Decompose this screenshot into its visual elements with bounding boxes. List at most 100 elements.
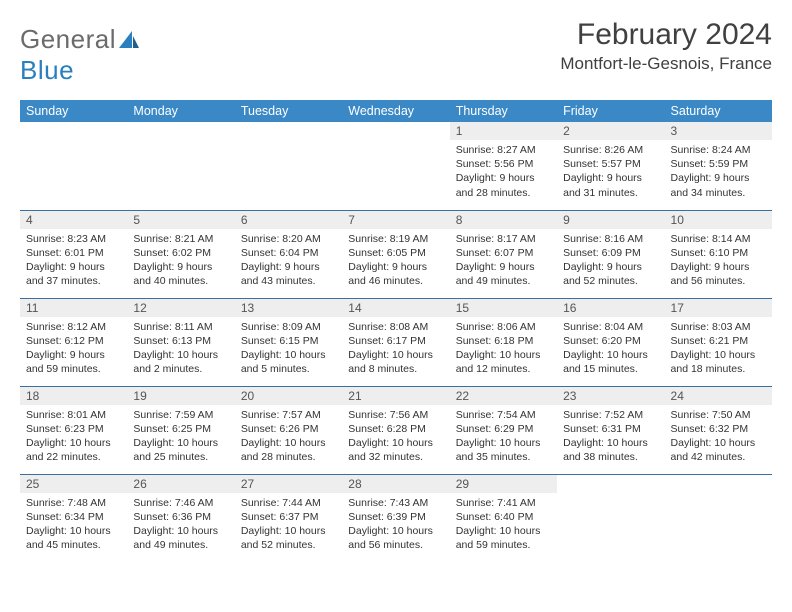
day-details: Sunrise: 7:48 AMSunset: 6:34 PMDaylight:… xyxy=(20,493,127,559)
brand-logo: GeneralBlue xyxy=(20,24,140,86)
day-details: Sunrise: 8:23 AMSunset: 6:01 PMDaylight:… xyxy=(20,229,127,295)
day-cell: 26Sunrise: 7:46 AMSunset: 6:36 PMDayligh… xyxy=(127,474,234,562)
day-number: 12 xyxy=(127,299,234,317)
day-number: 29 xyxy=(450,475,557,493)
day-number: 2 xyxy=(557,122,664,140)
week-row: 18Sunrise: 8:01 AMSunset: 6:23 PMDayligh… xyxy=(20,386,772,474)
day-cell: .. xyxy=(235,122,342,210)
brand-sail-icon xyxy=(118,30,140,50)
day-details: Sunrise: 8:06 AMSunset: 6:18 PMDaylight:… xyxy=(450,317,557,383)
calendar-table: SundayMondayTuesdayWednesdayThursdayFrid… xyxy=(20,100,772,562)
day-cell: 15Sunrise: 8:06 AMSunset: 6:18 PMDayligh… xyxy=(450,298,557,386)
calendar-body: ........ 1Sunrise: 8:27 AMSunset: 5:56 PM… xyxy=(20,122,772,562)
day-details: Sunrise: 8:03 AMSunset: 6:21 PMDaylight:… xyxy=(665,317,772,383)
day-cell: 5Sunrise: 8:21 AMSunset: 6:02 PMDaylight… xyxy=(127,210,234,298)
brand-text: GeneralBlue xyxy=(20,24,140,86)
day-cell: 27Sunrise: 7:44 AMSunset: 6:37 PMDayligh… xyxy=(235,474,342,562)
day-details: Sunrise: 7:54 AMSunset: 6:29 PMDaylight:… xyxy=(450,405,557,471)
dow-header: Monday xyxy=(127,100,234,122)
day-cell: 17Sunrise: 8:03 AMSunset: 6:21 PMDayligh… xyxy=(665,298,772,386)
week-row: ........1Sunrise: 8:27 AMSunset: 5:56 PM… xyxy=(20,122,772,210)
day-number: 28 xyxy=(342,475,449,493)
week-row: 25Sunrise: 7:48 AMSunset: 6:34 PMDayligh… xyxy=(20,474,772,562)
dow-header-row: SundayMondayTuesdayWednesdayThursdayFrid… xyxy=(20,100,772,122)
day-details: Sunrise: 7:56 AMSunset: 6:28 PMDaylight:… xyxy=(342,405,449,471)
day-cell: 29Sunrise: 7:41 AMSunset: 6:40 PMDayligh… xyxy=(450,474,557,562)
day-cell: .. xyxy=(127,122,234,210)
day-details: Sunrise: 8:11 AMSunset: 6:13 PMDaylight:… xyxy=(127,317,234,383)
day-number: 7 xyxy=(342,211,449,229)
day-cell: 14Sunrise: 8:08 AMSunset: 6:17 PMDayligh… xyxy=(342,298,449,386)
day-cell: 21Sunrise: 7:56 AMSunset: 6:28 PMDayligh… xyxy=(342,386,449,474)
day-cell: 24Sunrise: 7:50 AMSunset: 6:32 PMDayligh… xyxy=(665,386,772,474)
day-number: 13 xyxy=(235,299,342,317)
location-label: Montfort-le-Gesnois, France xyxy=(560,54,772,74)
day-number: 14 xyxy=(342,299,449,317)
day-number: 18 xyxy=(20,387,127,405)
title-block: February 2024 Montfort-le-Gesnois, Franc… xyxy=(560,18,772,74)
day-number: 6 xyxy=(235,211,342,229)
day-number: 15 xyxy=(450,299,557,317)
dow-header: Wednesday xyxy=(342,100,449,122)
day-number: 9 xyxy=(557,211,664,229)
day-details: Sunrise: 8:17 AMSunset: 6:07 PMDaylight:… xyxy=(450,229,557,295)
day-number: 10 xyxy=(665,211,772,229)
day-details: Sunrise: 7:59 AMSunset: 6:25 PMDaylight:… xyxy=(127,405,234,471)
day-details: Sunrise: 7:41 AMSunset: 6:40 PMDaylight:… xyxy=(450,493,557,559)
day-details: Sunrise: 8:19 AMSunset: 6:05 PMDaylight:… xyxy=(342,229,449,295)
day-details: Sunrise: 7:44 AMSunset: 6:37 PMDaylight:… xyxy=(235,493,342,559)
day-number: 11 xyxy=(20,299,127,317)
dow-header: Sunday xyxy=(20,100,127,122)
day-number: 21 xyxy=(342,387,449,405)
day-cell: 3Sunrise: 8:24 AMSunset: 5:59 PMDaylight… xyxy=(665,122,772,210)
day-cell: .. xyxy=(557,474,664,562)
day-cell: .. xyxy=(665,474,772,562)
day-cell: 23Sunrise: 7:52 AMSunset: 6:31 PMDayligh… xyxy=(557,386,664,474)
day-cell: 7Sunrise: 8:19 AMSunset: 6:05 PMDaylight… xyxy=(342,210,449,298)
day-number: 22 xyxy=(450,387,557,405)
day-cell: 1Sunrise: 8:27 AMSunset: 5:56 PMDaylight… xyxy=(450,122,557,210)
day-cell: 9Sunrise: 8:16 AMSunset: 6:09 PMDaylight… xyxy=(557,210,664,298)
day-number: 3 xyxy=(665,122,772,140)
day-details: Sunrise: 7:57 AMSunset: 6:26 PMDaylight:… xyxy=(235,405,342,471)
day-details: Sunrise: 8:14 AMSunset: 6:10 PMDaylight:… xyxy=(665,229,772,295)
day-cell: 19Sunrise: 7:59 AMSunset: 6:25 PMDayligh… xyxy=(127,386,234,474)
day-details: Sunrise: 8:20 AMSunset: 6:04 PMDaylight:… xyxy=(235,229,342,295)
day-cell: 8Sunrise: 8:17 AMSunset: 6:07 PMDaylight… xyxy=(450,210,557,298)
brand-part1: General xyxy=(20,24,116,54)
day-details: Sunrise: 8:27 AMSunset: 5:56 PMDaylight:… xyxy=(450,140,557,206)
day-cell: 28Sunrise: 7:43 AMSunset: 6:39 PMDayligh… xyxy=(342,474,449,562)
week-row: 4Sunrise: 8:23 AMSunset: 6:01 PMDaylight… xyxy=(20,210,772,298)
day-cell: 13Sunrise: 8:09 AMSunset: 6:15 PMDayligh… xyxy=(235,298,342,386)
day-details: Sunrise: 7:50 AMSunset: 6:32 PMDaylight:… xyxy=(665,405,772,471)
day-number: 26 xyxy=(127,475,234,493)
day-details: Sunrise: 8:21 AMSunset: 6:02 PMDaylight:… xyxy=(127,229,234,295)
day-details: Sunrise: 8:08 AMSunset: 6:17 PMDaylight:… xyxy=(342,317,449,383)
day-cell: 10Sunrise: 8:14 AMSunset: 6:10 PMDayligh… xyxy=(665,210,772,298)
day-cell: 6Sunrise: 8:20 AMSunset: 6:04 PMDaylight… xyxy=(235,210,342,298)
day-number: 4 xyxy=(20,211,127,229)
day-number: 1 xyxy=(450,122,557,140)
month-title: February 2024 xyxy=(560,18,772,52)
day-details: Sunrise: 8:26 AMSunset: 5:57 PMDaylight:… xyxy=(557,140,664,206)
day-details: Sunrise: 8:16 AMSunset: 6:09 PMDaylight:… xyxy=(557,229,664,295)
day-details: Sunrise: 7:43 AMSunset: 6:39 PMDaylight:… xyxy=(342,493,449,559)
day-number: 5 xyxy=(127,211,234,229)
day-details: Sunrise: 8:01 AMSunset: 6:23 PMDaylight:… xyxy=(20,405,127,471)
dow-header: Saturday xyxy=(665,100,772,122)
day-number: 8 xyxy=(450,211,557,229)
dow-header: Tuesday xyxy=(235,100,342,122)
day-number: 24 xyxy=(665,387,772,405)
dow-header: Friday xyxy=(557,100,664,122)
day-number: 27 xyxy=(235,475,342,493)
day-cell: 11Sunrise: 8:12 AMSunset: 6:12 PMDayligh… xyxy=(20,298,127,386)
day-details: Sunrise: 8:24 AMSunset: 5:59 PMDaylight:… xyxy=(665,140,772,206)
day-cell: 4Sunrise: 8:23 AMSunset: 6:01 PMDaylight… xyxy=(20,210,127,298)
day-cell: 20Sunrise: 7:57 AMSunset: 6:26 PMDayligh… xyxy=(235,386,342,474)
day-cell: 25Sunrise: 7:48 AMSunset: 6:34 PMDayligh… xyxy=(20,474,127,562)
day-number: 19 xyxy=(127,387,234,405)
day-number: 23 xyxy=(557,387,664,405)
day-cell: 2Sunrise: 8:26 AMSunset: 5:57 PMDaylight… xyxy=(557,122,664,210)
day-details: Sunrise: 8:09 AMSunset: 6:15 PMDaylight:… xyxy=(235,317,342,383)
week-row: 11Sunrise: 8:12 AMSunset: 6:12 PMDayligh… xyxy=(20,298,772,386)
